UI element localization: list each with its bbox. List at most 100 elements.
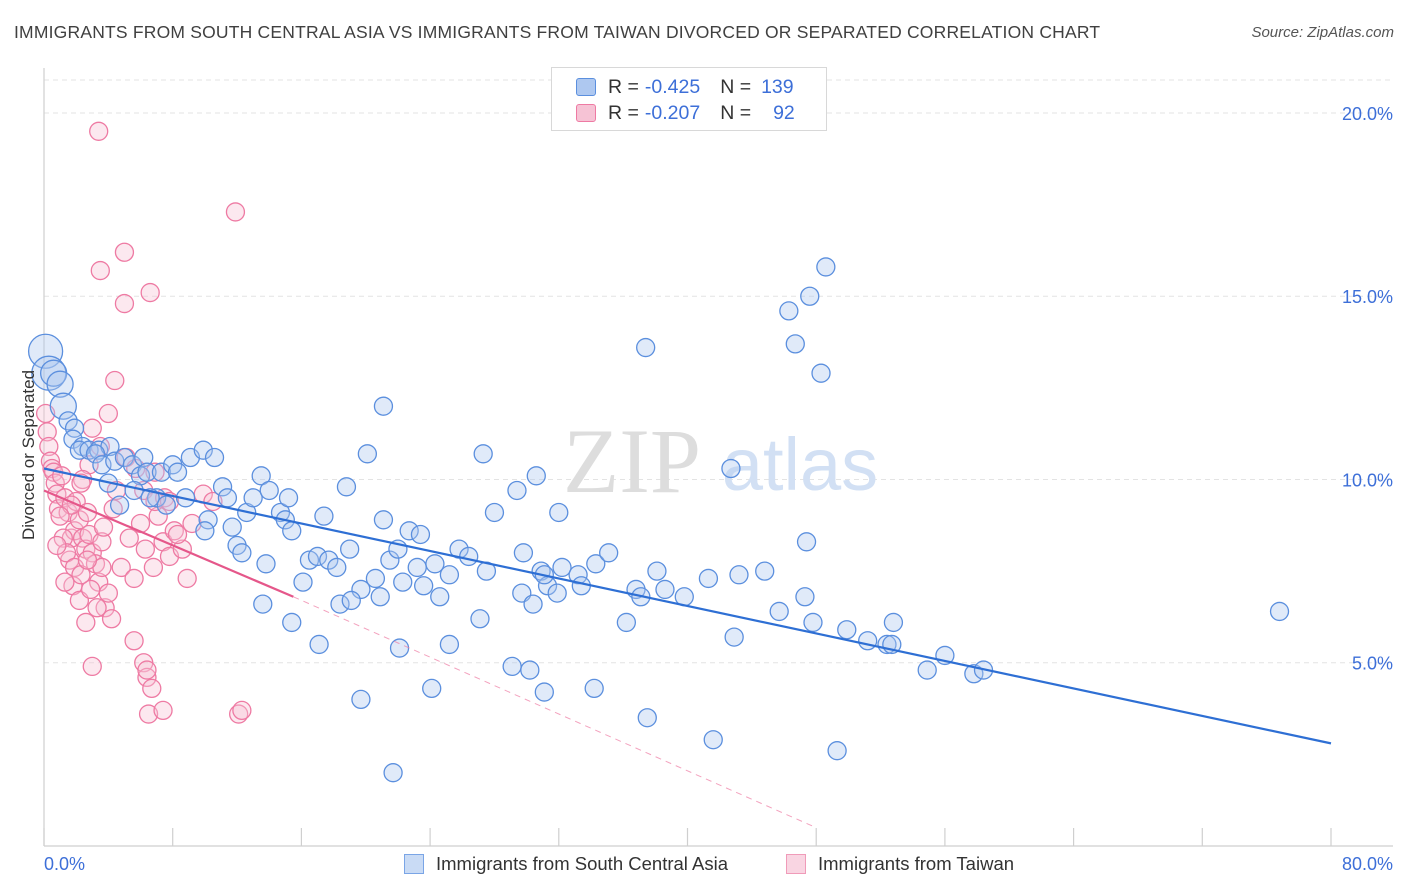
south-central-asia-point	[568, 565, 588, 585]
taiwan-point	[98, 583, 118, 603]
south-central-asia-point	[212, 477, 233, 497]
south-central-asia-point	[1269, 601, 1290, 622]
south-central-asia-point	[195, 521, 215, 541]
pink-swatch	[576, 104, 596, 122]
south-central-asia-point	[278, 488, 299, 508]
south-central-asia-point	[256, 554, 276, 574]
taiwan-point	[177, 568, 197, 589]
taiwan-point	[77, 550, 98, 570]
r-label: R =	[608, 101, 639, 124]
south-central-asia-point	[137, 462, 157, 482]
south-central-asia-point	[584, 678, 604, 699]
blue-swatch	[576, 78, 596, 96]
watermark-atlas: atlas	[722, 423, 878, 506]
taiwan-point	[82, 656, 102, 677]
taiwan-point	[89, 121, 109, 141]
taiwan-point	[98, 403, 118, 424]
south-central-asia-point	[330, 594, 350, 614]
taiwan-point	[71, 473, 91, 493]
south-central-asia-point	[647, 561, 667, 581]
south-central-asia-point	[422, 678, 442, 699]
south-central-asia-point	[837, 620, 857, 640]
taiwan-point	[64, 521, 85, 541]
south-central-asia-point	[410, 524, 431, 545]
south-central-asia-point	[399, 521, 419, 541]
tick-labels: 5.0% 10.0% 15.0% 20.0% 0.0% 80.0%	[44, 104, 1393, 874]
south-central-asia-point	[523, 594, 543, 614]
south-central-asia-point	[319, 550, 339, 570]
south-central-asia-point	[637, 708, 657, 728]
south-central-asia-point	[785, 334, 805, 354]
legend-item-south-central-asia: Immigrants from South Central Asia	[404, 852, 728, 876]
south-central-asia-point	[151, 462, 172, 482]
south-central-asia-point	[473, 444, 493, 464]
south-central-asia-point	[380, 550, 400, 570]
south-central-asia-point	[779, 301, 799, 321]
south-central-asia-point	[795, 587, 815, 607]
south-central-asia-point	[769, 601, 789, 622]
south-central-asia-point	[69, 440, 90, 460]
south-central-asia-point	[85, 444, 106, 464]
taiwan-point	[56, 543, 77, 563]
taiwan-point	[153, 700, 173, 721]
south-central-asia-point	[198, 510, 218, 530]
n-value: 92	[773, 101, 795, 124]
taiwan-point	[105, 370, 125, 391]
south-central-asia-point	[357, 444, 378, 464]
taiwan-point	[53, 528, 73, 548]
south-central-asia-point	[217, 488, 238, 508]
legend-swatch-blue	[404, 854, 424, 874]
south-central-asia-point	[549, 502, 569, 523]
taiwan-point	[93, 517, 114, 537]
south-central-asia-point	[58, 411, 78, 431]
taiwan-point	[124, 631, 144, 651]
south-central-asia-point	[282, 521, 302, 541]
source-credit: Source: ZipAtlas.com	[1251, 24, 1394, 41]
stats-legend: R = -0.425 N = 139 R = -0.207 N = 92	[551, 67, 827, 131]
r-label: R =	[608, 75, 639, 98]
south-central-asia-point	[243, 488, 263, 508]
r-value: -0.207	[644, 101, 701, 124]
south-central-asia-points	[27, 257, 1290, 783]
south-central-asia-point	[351, 579, 371, 600]
taiwan-point	[90, 260, 110, 281]
taiwan-point	[167, 524, 188, 545]
taiwan-point	[124, 568, 144, 589]
south-central-asia-point	[293, 572, 313, 592]
south-central-asia-point	[373, 510, 394, 530]
taiwan-point	[87, 598, 107, 618]
south-central-asia-point	[114, 447, 135, 468]
south-central-asia-point	[109, 495, 130, 515]
south-central-asia-point	[586, 554, 606, 574]
taiwan-point	[225, 202, 246, 222]
south-central-asia-point	[964, 664, 984, 684]
south-central-asia-point	[484, 502, 505, 523]
x-tick-label: 0.0%	[44, 854, 85, 874]
taiwan-points	[35, 121, 252, 724]
south-central-asia-point	[167, 462, 188, 482]
south-central-asia-point	[340, 539, 360, 559]
taiwan-point	[37, 422, 57, 442]
south-central-asia-point	[755, 561, 775, 581]
south-central-asia-point	[140, 488, 160, 508]
south-central-asia-point	[373, 396, 394, 416]
south-central-asia-point	[470, 609, 490, 629]
taiwan-point	[145, 462, 165, 482]
south-central-asia-point	[89, 440, 109, 460]
south-central-asia-point	[552, 557, 572, 578]
legend-swatch-pink	[786, 854, 806, 874]
stats-legend-row-blue: R = -0.425 N = 139	[576, 75, 794, 99]
taiwan-point	[82, 418, 102, 438]
south-central-asia-point	[222, 517, 242, 537]
south-central-asia-point	[636, 337, 656, 358]
south-central-asia-point	[571, 576, 591, 596]
taiwan-point	[140, 282, 160, 303]
south-central-asia-point	[816, 257, 836, 277]
south-central-asia-point	[63, 429, 83, 449]
taiwan-point	[95, 598, 115, 618]
taiwan-point	[111, 557, 131, 578]
south-central-asia-point	[370, 587, 390, 607]
taiwan-point	[55, 572, 75, 592]
south-central-asia-point	[307, 546, 328, 567]
axes	[43, 68, 1393, 847]
